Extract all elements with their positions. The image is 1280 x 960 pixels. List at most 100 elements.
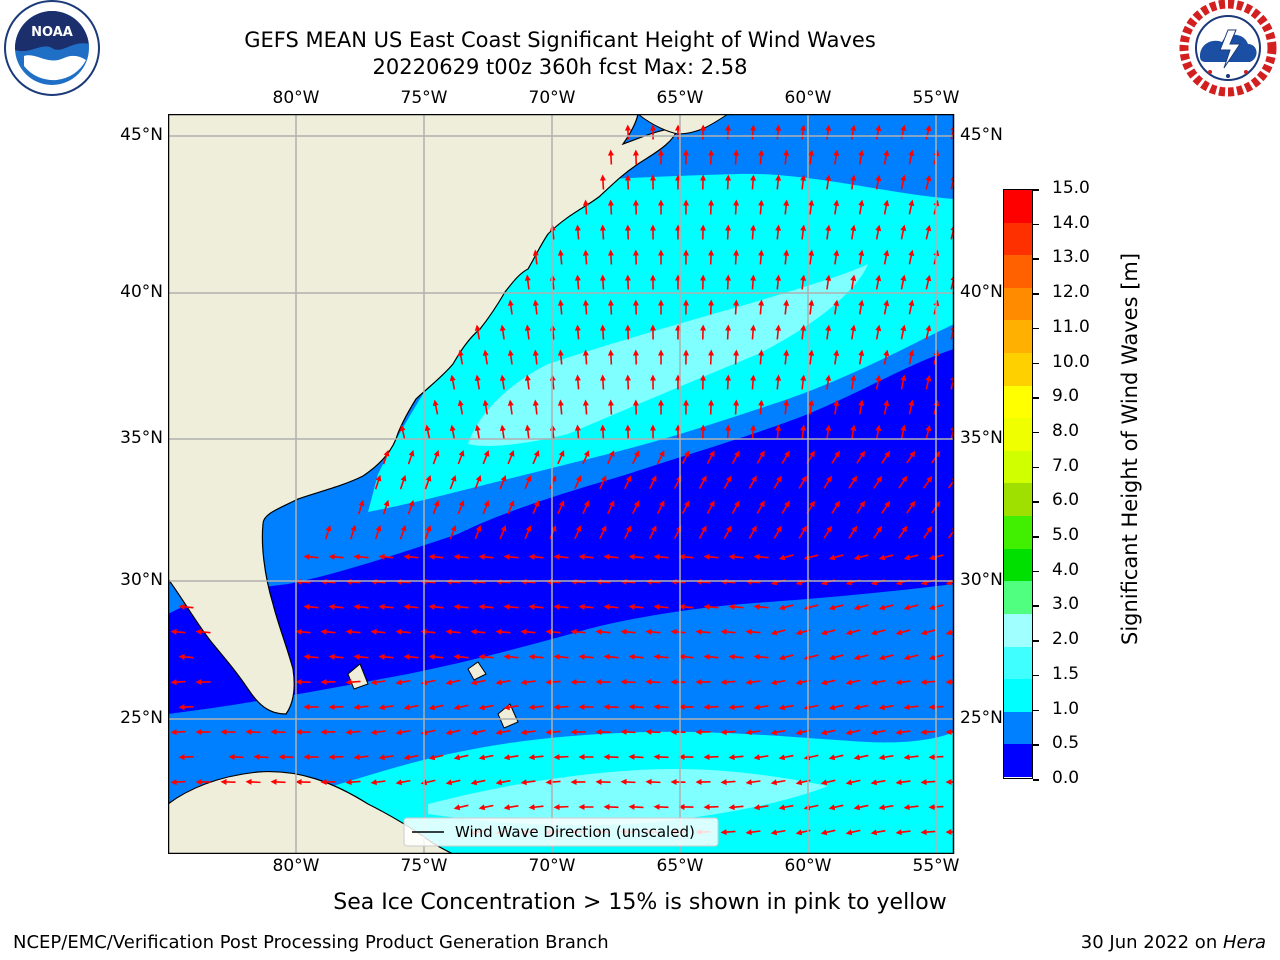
wind-arrow (695, 729, 711, 736)
wind-arrow (783, 149, 790, 165)
wind-arrow (457, 449, 465, 465)
wind-arrow (695, 679, 711, 686)
wind-arrow (833, 249, 840, 265)
lon-tick-bottom: 60°W (784, 856, 832, 876)
wind-arrow (578, 603, 594, 610)
wind-arrow (820, 729, 836, 736)
wind-arrow (678, 753, 694, 760)
colorbar-tick-label: 0.0 (1052, 768, 1080, 788)
wind-arrow (403, 704, 419, 711)
wind-arrow (395, 779, 411, 786)
wind-arrow (649, 224, 656, 240)
wind-arrow (453, 553, 469, 560)
wind-arrow (524, 424, 531, 440)
wind-arrow (407, 499, 415, 515)
wind-arrow (445, 779, 461, 786)
wind-arrow (825, 224, 832, 240)
wind-arrow (748, 525, 757, 539)
wind-arrow (328, 653, 344, 660)
wind-arrow (881, 500, 891, 514)
wind-arrow (750, 374, 757, 390)
wind-arrow (478, 553, 494, 560)
colorbar-segment (1004, 613, 1032, 647)
wind-arrow (753, 653, 769, 660)
wind-arrow (708, 249, 715, 265)
wind-arrow (624, 424, 631, 440)
wind-arrow (870, 679, 886, 686)
wind-arrow (883, 149, 890, 165)
wind-arrow (733, 199, 740, 215)
wind-arrow (858, 299, 865, 315)
wind-arrow (449, 524, 457, 540)
colorbar-tick-label: 1.5 (1052, 663, 1080, 684)
wind-arrow (220, 778, 236, 785)
wind-arrow (828, 654, 844, 661)
wind-arrow (773, 525, 782, 539)
colorbar-tick-label: 13.0 (1052, 247, 1090, 268)
wind-arrow (845, 679, 861, 686)
lat-tick-left: 45°N (120, 125, 163, 145)
wind-arrow (878, 604, 894, 611)
wind-arrow (775, 174, 782, 190)
wind-arrow (753, 704, 769, 711)
lon-tick-bottom: 70°W (528, 856, 576, 876)
wind-arrow (928, 654, 944, 661)
wind-arrow (875, 124, 882, 140)
wind-wave-arrows (170, 124, 954, 836)
wind-arrow (624, 525, 632, 540)
wind-arrow (399, 424, 406, 440)
wind-arrow (195, 729, 211, 736)
wind-arrow (370, 779, 386, 786)
wind-arrow (482, 450, 490, 465)
wind-arrow (582, 349, 589, 365)
wind-arrow (733, 299, 740, 315)
wind-arrow (908, 249, 915, 265)
wind-arrow (524, 324, 531, 340)
wind-arrow (858, 249, 865, 265)
wind-arrow (703, 754, 719, 761)
wind-arrow (723, 475, 732, 489)
wind-arrow (557, 500, 565, 515)
wind-arrow (720, 829, 736, 836)
wind-arrow (295, 728, 311, 735)
wind-arrow (607, 149, 614, 165)
wind-arrow (853, 704, 869, 711)
wind-arrow (428, 653, 444, 660)
wind-arrow (820, 829, 836, 836)
wind-arrow (853, 554, 869, 561)
colorbar-tick-label: 4.0 (1052, 559, 1080, 580)
wind-arrow (574, 374, 581, 390)
wind-arrow (845, 729, 861, 736)
colorbar-tick-mark (1033, 189, 1039, 191)
wind-arrow (758, 199, 765, 215)
wind-arrow (833, 199, 840, 215)
wind-arrow (353, 653, 369, 660)
wind-arrow (178, 704, 194, 711)
wind-arrow (453, 804, 469, 811)
wind-arrow (470, 779, 486, 786)
wind-arrow (720, 679, 736, 686)
footer-date: 30 Jun 2022 on (1080, 932, 1223, 953)
wind-arrow (603, 703, 619, 710)
wind-arrow (808, 149, 815, 165)
wind-arrow (532, 249, 539, 265)
wind-arrow (703, 804, 719, 811)
wind-arrow (603, 603, 619, 610)
wind-arrow (828, 754, 844, 761)
wind-arrow (758, 149, 765, 165)
wind-arrow (374, 474, 382, 490)
wind-arrow (900, 124, 907, 140)
wind-arrow (645, 628, 661, 635)
wind-arrow (545, 628, 561, 635)
wind-arrow (800, 324, 807, 340)
wind-arrow (725, 424, 732, 440)
wind-arrow (499, 324, 506, 340)
wind-arrow (683, 149, 690, 165)
lat-tick-left: 40°N (120, 282, 163, 302)
wind-arrow (528, 603, 544, 610)
wind-arrow (620, 678, 636, 685)
colorbar-tick-mark (1033, 536, 1039, 538)
wind-arrow (474, 324, 481, 340)
wind-arrow (723, 525, 732, 539)
wind-arrow (499, 475, 507, 490)
